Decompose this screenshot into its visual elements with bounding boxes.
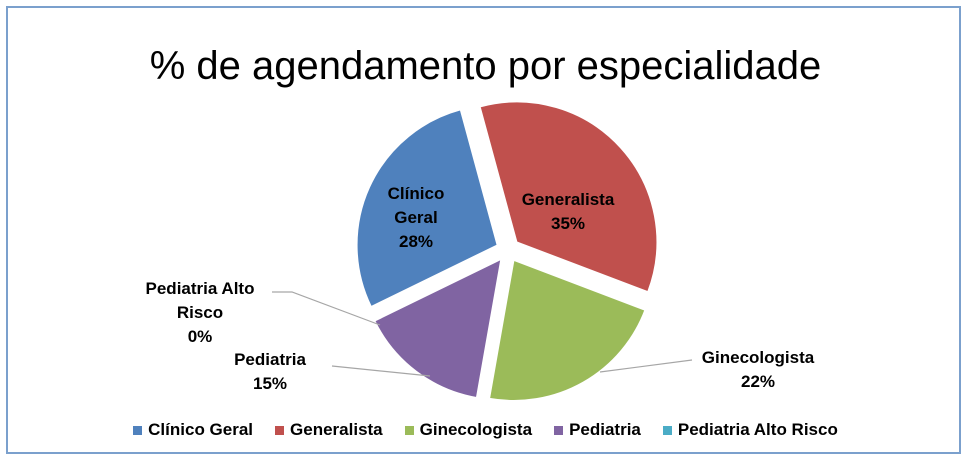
legend: Clínico Geral Generalista Ginecologista Ped… xyxy=(0,420,971,440)
data-label-value: 28% xyxy=(398,232,434,251)
data-label-name: Pediatria Alto Risco xyxy=(145,279,255,322)
legend-label: Clínico Geral xyxy=(148,420,254,439)
legend-swatch xyxy=(133,425,143,435)
chart-title: % de agendamento por especialidade xyxy=(149,44,822,88)
pie-slice xyxy=(489,259,646,401)
data-label: Clínico Geral 28% xyxy=(376,182,456,254)
legend-swatch xyxy=(554,425,564,435)
data-label: Ginecologista 22% xyxy=(688,346,828,394)
data-label-name: Pediatria xyxy=(234,350,306,369)
legend-item: Ginecologista xyxy=(404,420,533,440)
legend-item: Pediatria xyxy=(554,420,641,440)
chart-frame xyxy=(6,6,961,454)
data-label-value: 35% xyxy=(550,214,586,233)
legend-label: Ginecologista xyxy=(419,420,533,439)
legend-item: Generalista xyxy=(275,420,383,440)
data-label-value: 0% xyxy=(187,327,213,346)
data-label-value: 15% xyxy=(252,374,288,393)
data-label-name: Clínico Geral xyxy=(387,184,445,227)
data-label-value: 22% xyxy=(740,372,776,391)
legend-swatch xyxy=(662,425,672,435)
legend-item: Pediatria Alto Risco xyxy=(662,420,838,440)
pie-slice xyxy=(374,258,502,399)
legend-label: Generalista xyxy=(290,420,383,439)
legend-item: Clínico Geral xyxy=(133,420,253,440)
pie-slice xyxy=(479,101,658,293)
data-label-name: Generalista xyxy=(521,190,615,209)
legend-label: Pediatria Alto Risco xyxy=(677,420,838,439)
data-label: Pediatria 15% xyxy=(210,348,330,396)
leader-line xyxy=(272,291,381,326)
leader-line xyxy=(331,365,431,377)
data-label-name: Ginecologista xyxy=(701,348,815,367)
legend-swatch xyxy=(275,425,285,435)
legend-label: Pediatria xyxy=(569,420,641,439)
data-label: Pediatria Alto Risco 0% xyxy=(125,277,275,349)
legend-swatch xyxy=(404,425,414,435)
data-label: Generalista 35% xyxy=(508,188,628,236)
pie-slice xyxy=(356,109,498,308)
leader-line xyxy=(599,359,693,373)
